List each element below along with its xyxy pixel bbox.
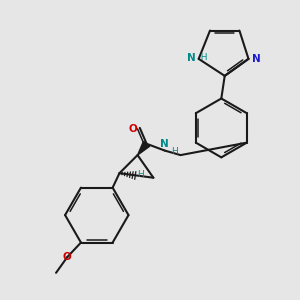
Text: N: N	[187, 53, 195, 63]
Text: O: O	[129, 124, 137, 134]
Polygon shape	[137, 141, 150, 155]
Text: N: N	[160, 140, 169, 149]
Text: O: O	[63, 252, 72, 262]
Text: N: N	[252, 54, 261, 64]
Text: H: H	[195, 53, 208, 62]
Text: H: H	[137, 170, 144, 179]
Text: H: H	[172, 147, 178, 156]
